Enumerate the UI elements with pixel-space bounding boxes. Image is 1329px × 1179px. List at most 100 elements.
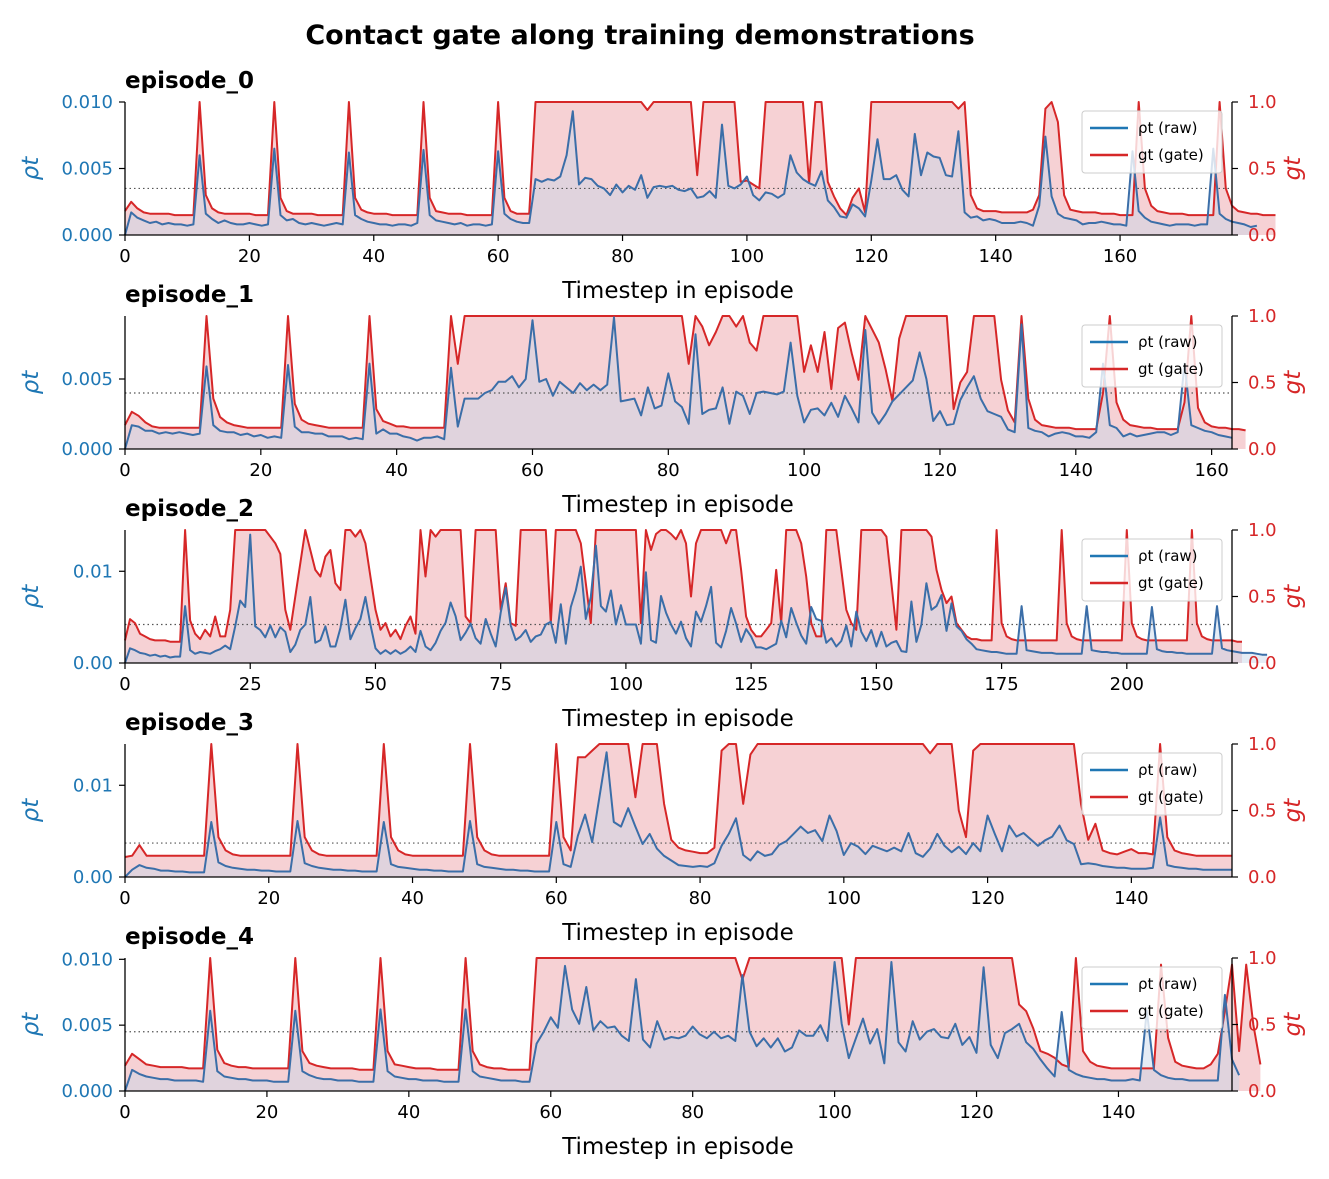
x-tick-label: 150 <box>859 674 893 695</box>
legend-gate-label: gt (gate) <box>1138 574 1204 592</box>
y-left-tick-label: 0.010 <box>61 92 113 113</box>
raw-fill-area <box>125 962 1240 1091</box>
gate-series-line <box>124 101 1276 217</box>
x-tick-label: 175 <box>984 674 1018 695</box>
y-right-tick-label: 1.0 <box>1248 520 1277 541</box>
y-left-tick-label: 0.01 <box>73 775 113 796</box>
x-axis-label: Timestep in episode <box>561 706 794 732</box>
x-tick-label: 60 <box>545 888 568 909</box>
legend: ρt (raw) gt (gate) <box>1081 538 1223 602</box>
raw-series-line <box>124 961 1241 1092</box>
raw-fill-area <box>125 534 1268 663</box>
x-tick-label: 80 <box>657 460 680 481</box>
x-tick-label: 0 <box>119 1102 130 1123</box>
legend-gate-label: gt (gate) <box>1138 1002 1204 1020</box>
legend-gate-label: gt (gate) <box>1138 788 1204 806</box>
y-right-tick-label: 1.0 <box>1248 306 1277 327</box>
y-right-tick-label: 0.0 <box>1248 439 1277 460</box>
legend-box <box>1081 752 1223 816</box>
legend-raw-label: ρt (raw) <box>1138 761 1198 779</box>
x-tick-label: 140 <box>978 246 1012 267</box>
figure-suptitle: Contact gate along training demonstratio… <box>305 20 974 51</box>
x-tick-label: 40 <box>397 1102 420 1123</box>
x-tick-label: 100 <box>787 460 821 481</box>
legend-box <box>1081 966 1223 1030</box>
x-tick-label: 120 <box>959 1102 993 1123</box>
x-tick-label: 75 <box>489 674 512 695</box>
y-right-tick-label: 0.0 <box>1248 225 1277 246</box>
x-tick-label: 100 <box>827 888 861 909</box>
x-tick-label: 160 <box>1103 246 1137 267</box>
x-tick-label: 20 <box>255 1102 278 1123</box>
gate-series-line <box>124 957 1262 1071</box>
x-axis-label: Timestep in episode <box>561 492 794 518</box>
chart-panel-1: episode_1 0 20 40 60 80 100 120 140 160 Timestep i… <box>18 282 1306 518</box>
y-right-tick-label: 0.0 <box>1248 653 1277 674</box>
x-tick-label: 20 <box>238 246 261 267</box>
y-right-tick-label: 1.0 <box>1248 92 1277 113</box>
legend-box <box>1081 538 1223 602</box>
y-left-tick-label: 0.00 <box>73 867 113 888</box>
y-right-tick-label: 0.5 <box>1248 373 1277 394</box>
legend-box <box>1081 110 1223 174</box>
x-tick-label: 20 <box>249 460 272 481</box>
x-tick-label: 120 <box>854 246 888 267</box>
legend-raw-label: ρt (raw) <box>1138 975 1198 993</box>
y-left-tick-label: 0.005 <box>61 369 113 390</box>
panel-title: episode_4 <box>125 924 254 950</box>
panel-title: episode_1 <box>125 282 254 308</box>
y-left-tick-label: 0.00 <box>73 653 113 674</box>
x-tick-label: 60 <box>539 1102 562 1123</box>
y-right-axis-label: gt <box>1280 584 1306 609</box>
chart-panel-4: episode_4 0 20 40 60 80 100 120 140 Timestep in e… <box>18 924 1306 1160</box>
chart-panel-3: episode_3 0 20 40 60 80 100 120 140 Timestep in e… <box>18 710 1306 946</box>
legend-gate-label: gt (gate) <box>1138 360 1204 378</box>
y-right-tick-label: 1.0 <box>1248 734 1277 755</box>
y-left-axis-label: ρt <box>18 156 44 181</box>
x-axis-label: Timestep in episode <box>561 1134 794 1160</box>
x-tick-label: 120 <box>970 888 1004 909</box>
raw-series-line <box>124 751 1232 878</box>
x-axis-label: Timestep in episode <box>561 278 794 304</box>
legend-raw-label: ρt (raw) <box>1138 547 1198 565</box>
x-tick-label: 50 <box>364 674 387 695</box>
y-left-tick-label: 0.000 <box>61 225 113 246</box>
y-left-axis-label: ρt <box>18 798 44 823</box>
x-tick-label: 40 <box>385 460 408 481</box>
y-left-axis-label: ρt <box>18 584 44 609</box>
y-right-tick-label: 0.0 <box>1248 1081 1277 1102</box>
y-right-tick-label: 0.5 <box>1248 1015 1277 1036</box>
x-tick-label: 20 <box>257 888 280 909</box>
y-right-tick-label: 0.0 <box>1248 867 1277 888</box>
raw-series-line <box>124 533 1268 664</box>
y-left-tick-label: 0.000 <box>61 439 113 460</box>
x-tick-label: 40 <box>401 888 424 909</box>
gate-series-line <box>124 743 1232 858</box>
x-tick-label: 80 <box>611 246 634 267</box>
chart-panel-2: episode_2 0 25 50 75 100 125 150 175 200 Timestep … <box>18 496 1306 732</box>
x-tick-label: 0 <box>119 460 130 481</box>
x-tick-label: 200 <box>1110 674 1144 695</box>
x-tick-label: 140 <box>1101 1102 1135 1123</box>
y-right-tick-label: 0.5 <box>1248 801 1277 822</box>
x-axis-label: Timestep in episode <box>561 920 794 946</box>
y-right-axis-label: gt <box>1280 798 1306 823</box>
x-tick-label: 60 <box>487 246 510 267</box>
y-left-tick-label: 0.005 <box>61 159 113 180</box>
x-tick-label: 100 <box>609 674 643 695</box>
raw-series-line <box>124 110 1258 236</box>
x-tick-label: 60 <box>521 460 544 481</box>
panel-title: episode_3 <box>125 710 254 736</box>
x-tick-label: 0 <box>119 674 130 695</box>
gate-fill-area <box>125 958 1261 1091</box>
x-tick-label: 100 <box>817 1102 851 1123</box>
legend: ρt (raw) gt (gate) <box>1081 324 1223 388</box>
legend-box <box>1081 324 1223 388</box>
x-tick-label: 40 <box>362 246 385 267</box>
y-right-tick-label: 1.0 <box>1248 948 1277 969</box>
raw-fill-area <box>125 317 1232 449</box>
y-left-tick-label: 0.000 <box>61 1081 113 1102</box>
y-right-axis-label: gt <box>1280 156 1306 181</box>
gate-fill-area <box>125 316 1246 449</box>
